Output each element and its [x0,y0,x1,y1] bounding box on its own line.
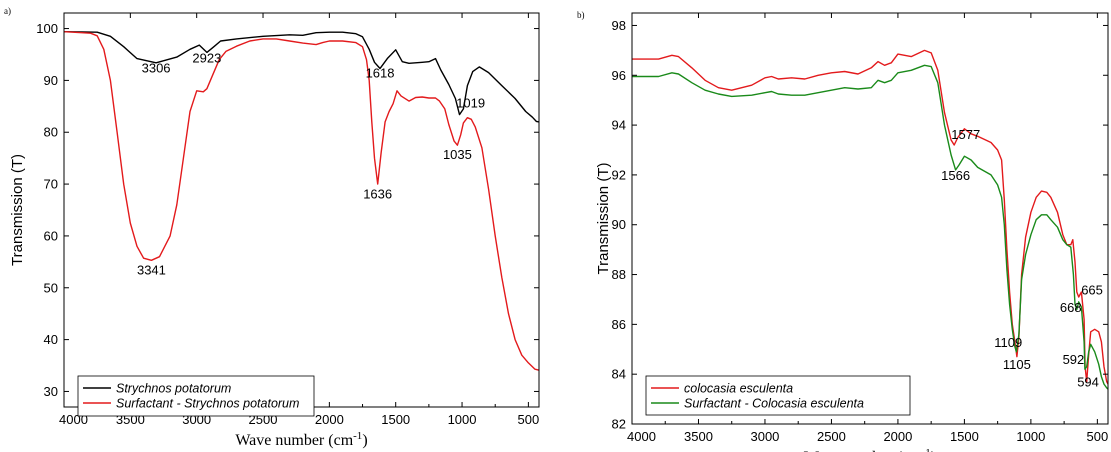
panel-b-colocasia-chart: b) 4000 3500 3000 2500 2000 1500 1000 500 82 84 86 8… [577,10,1109,452]
legend-entry: Surfactant - Strychnos potatorum [116,397,299,411]
series-line-1 [63,31,540,123]
x-tick-label: 3500 [684,429,713,444]
x-tick-label: 2000 [883,429,912,444]
x-axis-label-end: ) [362,432,367,449]
x-axis-label: Wave number (cm-1) [804,447,936,452]
legend-box [77,375,315,417]
y-tick-label: 50 [44,280,58,295]
peak-label: 1577 [951,127,980,142]
y-tick-label: 98 [612,18,626,33]
y-tick-label: 90 [44,73,58,88]
peak-label: 592 [1063,352,1085,367]
legend-entry: Strychnos potatorum [116,382,231,396]
y-tick-label: 82 [612,417,626,432]
series-line-2 [63,31,540,371]
peak-label: 1566 [941,168,970,183]
x-tick-label: 1000 [1016,429,1045,444]
peak-label: 1019 [456,95,485,110]
x-axis-label-sup: -1 [922,447,931,452]
y-tick-label: 40 [44,332,58,347]
series-line-1 [632,49,1109,385]
peak-label: 665 [1081,282,1103,297]
y-tick-label: 100 [36,21,58,36]
peak-label: 3306 [142,61,171,76]
x-tick-label: 4000 [627,429,656,444]
peak-label: 668 [1060,300,1082,315]
y-tick-label: 84 [612,367,626,382]
peak-label: 1636 [363,187,392,202]
series-line-2 [632,64,1109,390]
x-tick-label: 1500 [381,412,410,427]
x-axis-label: Wave number (cm-1) [235,430,367,449]
legend-entry: Surfactant - Colocasia esculenta [684,397,864,411]
x-tick-label: 1500 [950,429,979,444]
x-tick-label: 500 [518,412,540,427]
x-tick-label: 3000 [750,429,779,444]
plot-frame [631,12,1109,425]
peak-label: 3341 [137,262,166,277]
x-tick-label: 2000 [315,412,344,427]
y-tick-label: 30 [44,384,58,399]
panel-label: a) [4,6,11,16]
y-tick-label: 96 [612,68,626,83]
plot-frame [63,12,540,408]
peak-label: 1035 [443,147,472,162]
peak-label: 2923 [192,50,221,65]
panel-a-strychnos-chart: a)4000 3500 3000 2500 2000 1500 1000 5003040506… [4,6,540,449]
y-axis-label: Transmission (T) [595,163,612,275]
legend-box [645,375,911,416]
x-axis-label-text: Wave number (cm [235,432,353,449]
y-axis-label: Transmission (T) [9,154,26,266]
x-tick-label: 2500 [817,429,846,444]
peak-label: 1618 [366,65,395,80]
x-axis-label-text: Wave number (cm [804,449,922,452]
y-tick-label: 88 [612,267,626,282]
x-tick-label: 1000 [448,412,477,427]
peak-label: 594 [1077,375,1099,390]
y-tick-label: 70 [44,177,58,192]
peak-label: 1109 [994,335,1022,350]
y-tick-label: 60 [44,228,58,243]
y-tick-label: 80 [44,125,58,140]
legend-entry: colocasia esculenta [684,382,793,396]
y-tick-label: 92 [612,167,626,182]
x-axis-label-sup: -1 [353,430,362,442]
y-tick-label: 94 [612,118,626,133]
peak-label: 1105 [1003,357,1031,372]
y-tick-label: 86 [612,317,626,332]
x-tick-label: 500 [1087,429,1109,444]
x-axis-label-end: ) [931,449,936,452]
y-tick-label: 90 [612,217,626,232]
panel-label: b) [577,10,585,20]
